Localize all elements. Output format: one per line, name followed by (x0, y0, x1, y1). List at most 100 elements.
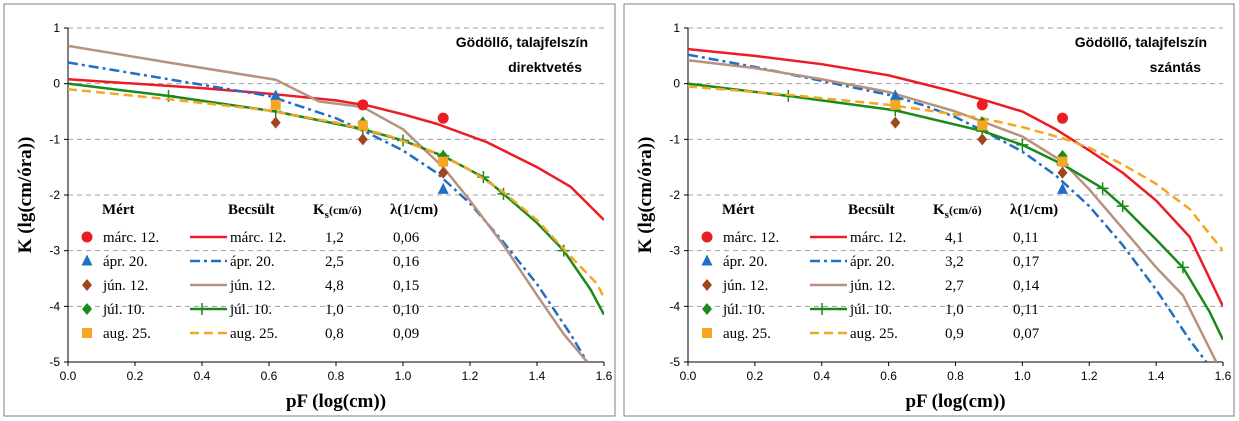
c0-legend-estimated-label-august: aug. 25. (230, 326, 278, 342)
c1-caption-line1: Gödöllő, talajfelszín (1075, 34, 1207, 50)
c1-y-tick-label: 1 (673, 21, 680, 35)
c0-measured-point-august (357, 120, 368, 131)
c1-legend-lambda-value-march: 0,11 (1013, 230, 1039, 246)
c0-legend-lambda-value-april: 0,16 (393, 254, 420, 270)
c0-measured-point-june (357, 133, 368, 146)
c1-measured-point-august (977, 120, 988, 131)
c0-y-tick-label: -3 (49, 244, 60, 258)
c1-legend-ks-value-march: 4,1 (945, 230, 964, 246)
c1-x-tick-label: 1.4 (1148, 369, 1165, 383)
c1-y-tick-label: -2 (669, 188, 680, 202)
c1-y-tick-label: -5 (669, 355, 680, 369)
c0-y-tick-label: -5 (49, 355, 60, 369)
c1-legend-marker-march (701, 231, 713, 243)
c1-legend-lambda-value-july: 0,11 (1013, 302, 1039, 318)
c0-x-tick-label: 1.4 (529, 369, 546, 383)
c0-y-axis-label: K (lg(cm/óra)) (15, 137, 36, 254)
c0-legend-lambda-value-july: 0,10 (393, 302, 419, 318)
c0-legend-lambda-value-march: 0,06 (393, 230, 420, 246)
c1-measured-point-march (976, 99, 988, 111)
c0-x-tick-label: 0.6 (261, 369, 278, 383)
c1-x-tick-label: 0.4 (813, 369, 830, 383)
c1-y-tick-label: 0 (673, 77, 680, 91)
c1-legend-estimated-label-march: márc. 12. (850, 230, 906, 246)
c0-x-tick-label: 1.0 (395, 369, 412, 383)
c1-estimated-line-june (688, 59, 1218, 362)
c1-x-tick-label: 0.8 (947, 369, 964, 383)
c0-measured-point-april (270, 89, 282, 101)
c1-x-tick-label: 1.2 (1081, 369, 1098, 383)
c1-legend-marker-april (701, 254, 713, 266)
c1-x-tick-label: 0.6 (880, 369, 897, 383)
c0-estimated-line-march (68, 77, 604, 221)
c0-legend: Mért Becsült Ks(cm/ó) λ(1/cm) márc. 12. márc.… (81, 202, 438, 342)
c1-measured-point-june (977, 133, 988, 146)
c1-plot-area (688, 47, 1223, 362)
c0-legend-marker-july (82, 303, 92, 315)
c1-legend-estimated-header: Becsült (848, 202, 895, 218)
c0-estimated-line-april (68, 61, 589, 362)
c1-measured-point-april (889, 89, 901, 101)
c0-outer-frame (3, 3, 616, 417)
c0-y-tick-label: -1 (49, 132, 60, 146)
c1-estimated-cross-marker-july (1096, 182, 1109, 195)
c0-y-tick-label: -4 (49, 299, 60, 313)
c0-x-tick-label: 0.8 (328, 369, 345, 383)
c1-measured-point-june (1057, 166, 1068, 179)
c1-y-tick-label: -1 (669, 132, 680, 146)
c1-legend-lambda-header: λ(1/cm) (1010, 202, 1058, 218)
c1-legend-estimated-label-august: aug. 25. (850, 326, 898, 342)
c0-caption-line1: Gödöllő, talajfelszín (456, 34, 588, 50)
c0-measured-point-april (437, 182, 449, 194)
c0-legend-measured-label-july: júl. 10. (102, 302, 145, 318)
c0-legend-ks-header: Ks(cm/ó) (313, 202, 362, 221)
c1-legend-lambda-value-august: 0,07 (1013, 326, 1040, 342)
c0-legend-marker-june (82, 279, 92, 291)
c1-estimated-line-july (688, 82, 1223, 341)
c0-y-tick-label: 0 (53, 77, 60, 91)
c1-legend-estimated-label-july: júl. 10. (849, 302, 892, 318)
c0-plot-area (68, 44, 604, 362)
c0-legend-cross-july (196, 303, 208, 315)
c1-legend-ks-value-june: 2,7 (945, 278, 964, 294)
c1-x-tick-label: 0.0 (680, 369, 697, 383)
c0-ticks: 1 0 -1 -2 -3 -4 -50.0 0.2 0.4 0.6 0.8 1.0 1.2 1.4 1.6 (49, 21, 612, 383)
chart-panel-szantas: 1 0 -1 -2 -3 -4 -5 0.0 0.2 0.4 0.6 0.8 1.0 1.2 1.4 1.6 p… (620, 0, 1239, 421)
c1-estimated-line-august (688, 85, 1223, 252)
c1-legend-estimated-label-june: jún. 12. (849, 278, 895, 294)
c1-caption-line2: szántás (1150, 59, 1202, 75)
c1-y-tick-label: -4 (669, 299, 680, 313)
c0-measured-point-june (270, 116, 281, 129)
c1-x-tick-label: 1.6 (1215, 369, 1232, 383)
c1-estimated-cross-marker-july (1176, 261, 1189, 274)
chart-direktvetes: 1 0 -1 -2 -3 -4 -50.0 0.2 0.4 0.6 0.8 1.0 1.2 1.4 1.6 p… (3, 3, 616, 417)
c0-legend-measured-header: Mért (102, 202, 134, 218)
c1-legend-ks-value-april: 3,2 (945, 254, 964, 270)
c1-legend-lambda-value-june: 0,14 (1013, 278, 1040, 294)
c1-y-axis-label: K (lg(cm/óra)) (635, 137, 656, 254)
c0-legend-estimated-label-june: jún. 12. (229, 278, 275, 294)
c0-x-tick-label: 0.2 (127, 369, 144, 383)
c1-legend-cross-july (816, 303, 828, 315)
c1-estimated-cross-marker-july (1116, 200, 1129, 213)
c1-measured-point-june (890, 116, 901, 129)
c1-legend-measured-header: Mért (722, 202, 754, 218)
c0-legend-marker-april (81, 254, 93, 266)
c0-measured-point-march (437, 112, 449, 124)
c1-grid (688, 27, 1223, 307)
c1-estimated-cross-marker-july (1016, 138, 1029, 151)
c0-x-axis-label: pF (log(cm)) (286, 391, 386, 412)
c0-legend-ks-value-july: 1,0 (325, 302, 344, 318)
c0-legend-measured-label-march: márc. 12. (103, 230, 159, 246)
c0-legend-lambda-header: λ(1/cm) (390, 202, 438, 218)
c1-estimated-line-march (688, 47, 1223, 307)
c1-legend-ks-value-july: 1,0 (945, 302, 964, 318)
c0-legend-lambda-value-june: 0,15 (393, 278, 419, 294)
c1-legend-ks-header: Ks(cm/ó) (933, 202, 982, 221)
c1-legend-measured-label-june: jún. 12. (722, 278, 768, 294)
c1-legend-measured-label-march: márc. 12. (723, 230, 779, 246)
c0-measured-point-june (438, 166, 449, 179)
c1-legend-marker-june (702, 279, 712, 291)
c0-legend-marker-march (81, 231, 93, 243)
c1-legend-measured-label-april: ápr. 20. (723, 254, 768, 270)
